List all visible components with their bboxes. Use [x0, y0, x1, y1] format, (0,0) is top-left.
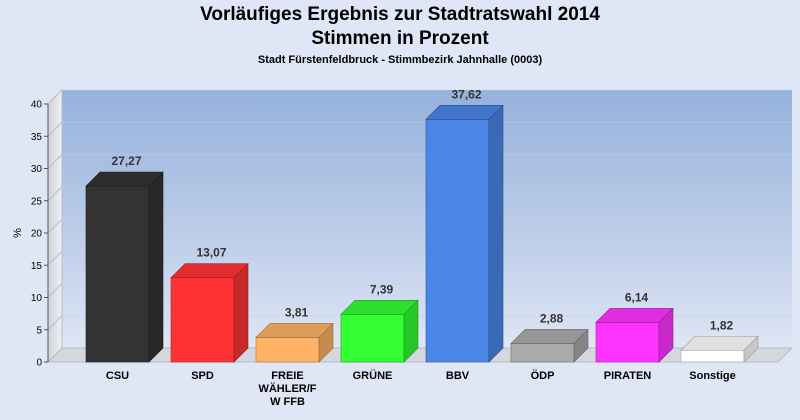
data-label: 13,07 — [196, 246, 226, 260]
x-tick-label: PIRATEN — [604, 370, 652, 382]
gridline-side — [47, 121, 63, 137]
bar-front — [170, 277, 235, 363]
y-tick-label: 35 — [31, 132, 43, 143]
bar-7 — [595, 307, 674, 363]
bar-front — [595, 322, 660, 363]
gridline-side — [47, 283, 63, 298]
gridline-side — [47, 154, 63, 169]
x-axis: CSU SPD FREIE WÄHLER/F W FFB GRÜNE BBV ÖDP PIRAT… — [106, 369, 736, 408]
bar-front — [85, 185, 150, 363]
data-label: 1,82 — [710, 318, 734, 332]
bar-top — [510, 329, 589, 344]
bar-side — [233, 262, 249, 363]
y-tick-label: 20 — [31, 229, 43, 240]
y-tick-label: 25 — [31, 196, 43, 207]
bar-front — [255, 337, 320, 363]
y-tick-label: 10 — [31, 293, 43, 304]
y-tick-label: 40 — [31, 100, 43, 111]
bar-top — [425, 105, 504, 120]
bar-8 — [680, 335, 759, 363]
gridline-side — [47, 89, 63, 105]
bar-2 — [170, 262, 249, 363]
bar-1 — [85, 171, 164, 363]
y-tick-label: 15 — [31, 261, 43, 272]
x-tick-label: ÖDP — [531, 369, 555, 382]
bar-top — [170, 263, 249, 278]
gridline-side — [47, 315, 63, 331]
data-label: 27,27 — [111, 154, 141, 168]
y-axis-label: % — [12, 228, 24, 238]
bars — [85, 104, 759, 363]
gridline-side — [47, 186, 63, 202]
gridline-side — [47, 250, 63, 266]
bar-side — [488, 104, 504, 363]
y-axis: 0 5 10 15 20 25 30 35 40% — [12, 100, 49, 369]
x-tick-label: SPD — [191, 370, 214, 382]
bar-5 — [425, 104, 504, 363]
chart-title: Vorläufiges Ergebnis zur Stadtratswahl 2… — [200, 4, 600, 25]
data-label: 3,81 — [285, 305, 309, 319]
bar-top — [255, 323, 334, 338]
y-tick-label: 0 — [36, 358, 42, 369]
y-tick-label: 30 — [31, 164, 43, 175]
bar-6 — [510, 328, 589, 363]
x-tick-label: GRÜNE — [353, 369, 393, 382]
bar-front — [680, 349, 745, 363]
bar-front — [340, 314, 405, 363]
data-label: 2,88 — [540, 311, 564, 325]
data-label: 37,62 — [451, 87, 481, 101]
bar-top — [595, 308, 674, 323]
bar-front — [425, 119, 490, 363]
bar-front — [510, 343, 575, 363]
bar-3 — [255, 322, 334, 363]
data-label: 7,39 — [370, 282, 394, 296]
x-tick-label: FREIE WÄHLER/F W FFB — [258, 370, 316, 408]
bar-4 — [340, 299, 419, 363]
bar-top — [340, 300, 419, 315]
y-tick-label: 5 — [36, 325, 42, 336]
x-tick-label: CSU — [106, 370, 129, 382]
bar-top — [680, 335, 759, 351]
data-label: 6,14 — [625, 290, 649, 304]
chart-subtitle: Stimmen in Prozent — [311, 28, 489, 49]
x-tick-label: Sonstige — [689, 370, 735, 382]
bar-top — [85, 171, 164, 187]
bar-side — [148, 171, 164, 363]
gridline-side — [47, 218, 63, 234]
data-labels: 27,27 13,07 3,81 7,39 37,62 2,88 6,14 1,82 — [111, 87, 733, 332]
chart-subtitle-district: Stadt Fürstenfeldbruck - Stimmbezirk Jah… — [257, 54, 543, 66]
x-tick-label: BBV — [446, 370, 470, 382]
